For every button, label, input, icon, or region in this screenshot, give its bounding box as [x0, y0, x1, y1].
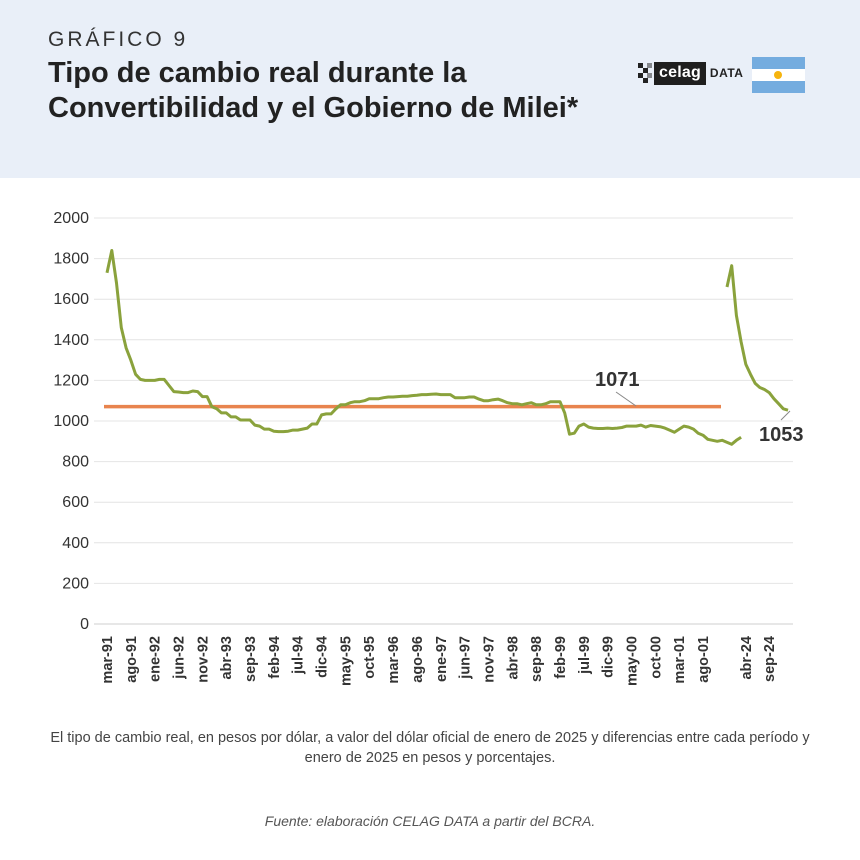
line-chart: 0 200 400 600 800 1000 1200 1400 1600 1800 2000 ma… — [53, 210, 804, 686]
x-tick-label: jul-94 — [291, 636, 307, 675]
x-tick-label: feb-99 — [553, 636, 569, 679]
x-tick-group: may-00 — [624, 636, 640, 686]
x-tick-group: abr-24 — [739, 636, 755, 680]
x-tick-label: ene-97 — [434, 636, 450, 682]
x-tick-group: abr-98 — [505, 636, 521, 680]
y-gridlines — [94, 217, 793, 625]
x-tick-label: jun-92 — [172, 636, 188, 680]
x-tick-label: abr-98 — [505, 636, 521, 680]
x-tick-label: sep-93 — [243, 636, 259, 682]
x-tick-label: ago-96 — [410, 636, 426, 683]
y-tick-label: 1200 — [53, 372, 89, 389]
celag-data-logo: celag DATA — [638, 60, 743, 86]
x-tick-group: feb-94 — [267, 636, 283, 679]
x-tick-label: sep-98 — [529, 636, 545, 682]
x-tick-group: nov-97 — [481, 636, 497, 683]
x-tick-group: ago-01 — [696, 636, 712, 683]
x-tick-label: mar-96 — [386, 636, 402, 684]
annotation-leader-last — [780, 410, 791, 421]
x-tick-label: may-95 — [338, 636, 354, 686]
annotation-avg-value: 1071 — [595, 369, 640, 391]
x-tick-group: dic-99 — [601, 636, 617, 678]
x-tick-group: mar-01 — [672, 636, 688, 684]
y-tick-label: 200 — [62, 575, 89, 592]
logo-pixel-icon — [638, 60, 652, 86]
y-tick-label: 2000 — [53, 210, 89, 227]
x-tick-group: jun-92 — [172, 636, 188, 680]
x-tick-label: ene-92 — [148, 636, 164, 682]
annotations: 1071 1053 — [595, 369, 804, 446]
annotation-leader-avg — [615, 391, 637, 407]
x-tick-group: jul-94 — [291, 636, 307, 675]
x-tick-label: feb-94 — [267, 636, 283, 679]
series-lines — [104, 249, 789, 446]
x-tick-group: feb-99 — [553, 636, 569, 679]
header-banner: GRÁFICO 9 Tipo de cambio real durante la… — [0, 0, 860, 178]
x-tick-group: oct-00 — [648, 636, 664, 679]
y-tick-label: 1000 — [53, 413, 89, 430]
y-tick-label: 400 — [62, 535, 89, 552]
logo-wordmark: celag — [654, 61, 706, 85]
x-tick-group: mar-91 — [100, 636, 116, 684]
x-axis-tick-labels: mar-91 ago-91 ene-92 jun-92 nov-92 abr-93 sep-… — [100, 636, 778, 686]
x-tick-group: sep-24 — [762, 636, 778, 682]
x-tick-label: oct-95 — [362, 636, 378, 679]
y-tick-label: 800 — [62, 454, 89, 471]
x-tick-group: dic-94 — [315, 636, 331, 678]
x-tick-group: jun-97 — [458, 636, 474, 680]
x-tick-group: ago-96 — [410, 636, 426, 683]
x-tick-label: oct-00 — [648, 636, 664, 679]
x-tick-group: ago-91 — [124, 636, 140, 683]
chart-source: Fuente: elaboración CELAG DATA a partir … — [264, 813, 596, 829]
x-tick-label: sep-24 — [762, 636, 778, 682]
x-tick-label: ago-01 — [696, 636, 712, 683]
x-tick-label: nov-97 — [481, 636, 497, 683]
x-tick-label: dic-94 — [315, 636, 331, 678]
x-tick-group: may-95 — [338, 636, 354, 686]
x-tick-label: mar-01 — [672, 636, 688, 684]
x-tick-label: dic-99 — [601, 636, 617, 678]
x-tick-label: mar-91 — [100, 636, 116, 684]
x-tick-group: jul-99 — [577, 636, 593, 675]
y-tick-label: 1400 — [53, 332, 89, 349]
x-tick-group: oct-95 — [362, 636, 378, 679]
y-tick-label: 0 — [80, 616, 89, 633]
series-line-convertibilidad — [105, 249, 742, 446]
y-tick-label: 600 — [62, 494, 89, 511]
x-tick-group: sep-93 — [243, 636, 259, 682]
logo-suffix: DATA — [709, 66, 744, 80]
chart-caption: El tipo de cambio real, en pesos por dól… — [50, 730, 810, 766]
series-line-milei — [725, 264, 789, 412]
x-tick-label: nov-92 — [195, 636, 211, 683]
x-tick-group: nov-92 — [195, 636, 211, 683]
x-tick-group: mar-96 — [386, 636, 402, 684]
x-tick-label: ago-91 — [124, 636, 140, 683]
x-tick-label: abr-24 — [739, 636, 755, 680]
y-tick-label: 1800 — [53, 251, 89, 268]
y-tick-label: 1600 — [53, 291, 89, 308]
annotation-last-value: 1053 — [759, 424, 804, 446]
x-tick-group: abr-93 — [219, 636, 235, 680]
chart-title: Tipo de cambio real durante la Convertib… — [48, 57, 579, 124]
x-tick-group: ene-92 — [148, 636, 164, 682]
x-tick-label: abr-93 — [219, 636, 235, 680]
chart-number: GRÁFICO 9 — [48, 28, 189, 51]
x-tick-label: jul-99 — [577, 636, 593, 675]
argentina-flag-icon — [752, 57, 805, 93]
x-tick-group: ene-97 — [434, 636, 450, 682]
x-tick-label: may-00 — [624, 636, 640, 686]
x-tick-label: jun-97 — [458, 636, 474, 680]
y-axis-tick-labels: 0 200 400 600 800 1000 1200 1400 1600 1800 2000 — [53, 210, 89, 633]
x-tick-group: sep-98 — [529, 636, 545, 682]
